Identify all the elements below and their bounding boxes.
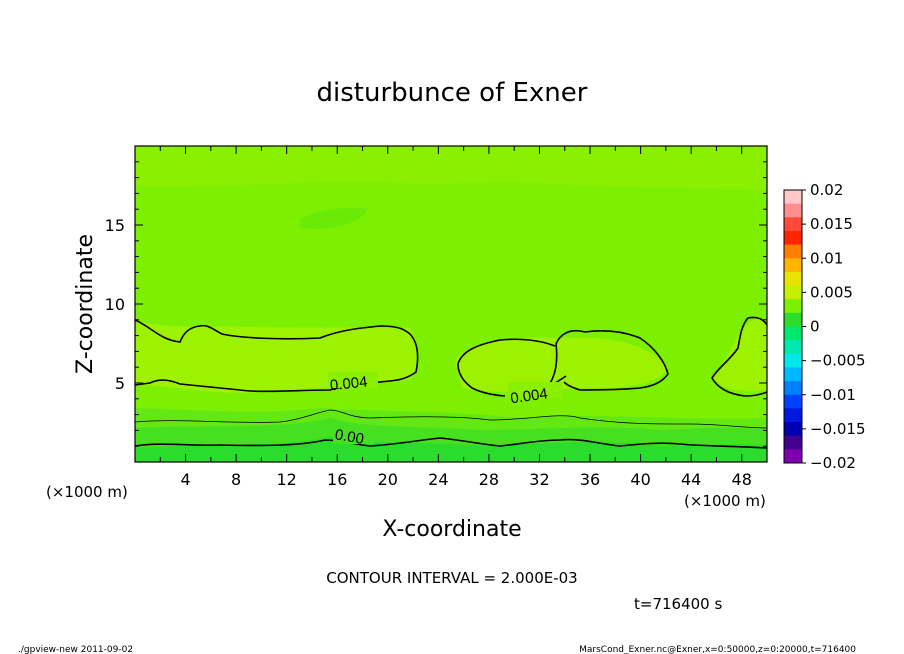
- x-tick-label: 20: [378, 470, 398, 489]
- x-unit-left: (×1000 m): [46, 483, 128, 501]
- contour-line-0004-a: [135, 319, 419, 393]
- colorbar-label: −0.01: [810, 386, 856, 404]
- plot-area: [135, 146, 767, 462]
- field-bottom-band: [135, 436, 767, 462]
- colorbar-swatch: [784, 422, 802, 437]
- x-tick-label: 40: [630, 470, 650, 489]
- x-tick-label: 32: [529, 470, 549, 489]
- contour-interval: CONTOUR INTERVAL = 2.000E-03: [326, 569, 577, 587]
- contour-line-0004-b: [457, 329, 669, 397]
- x-axis-label: X-coordinate: [382, 517, 521, 542]
- y-tick-label: 5: [115, 374, 125, 393]
- contour-label-2: 0.004: [509, 385, 549, 407]
- x-tick-label: 24: [428, 470, 448, 489]
- x-unit-right: (×1000 m): [684, 492, 766, 510]
- colorbar-swatch: [784, 312, 802, 327]
- colorbar: [783, 189, 806, 464]
- footer-left: ./gpview-new 2011-09-02: [18, 645, 133, 654]
- colorbar-swatch: [784, 258, 802, 273]
- contour-label-1: 0.004: [329, 373, 368, 394]
- field-warm-2: [455, 337, 668, 392]
- colorbar-swatch: [784, 394, 802, 409]
- field-top-band: [135, 146, 767, 190]
- x-tick-label: 16: [327, 470, 347, 489]
- contour-labels: 0.004 0.004 0.00: [328, 372, 562, 448]
- colorbar-labels: 0.02 0.015 0.01 0.005 0 −0.005 −0.01 −0.015 −0.0…: [810, 181, 866, 472]
- colorbar-swatch: [784, 353, 802, 368]
- contour-label-3: 0.00: [334, 426, 366, 448]
- field-warm-3: [712, 318, 767, 392]
- colorbar-label: 0.015: [810, 215, 853, 233]
- colorbar-swatch: [784, 285, 802, 300]
- x-tick-label: 28: [479, 470, 499, 489]
- colorbar-swatch: [784, 340, 802, 355]
- contour-line-000: [135, 437, 767, 449]
- y-axis-label: Z-coordinate: [73, 234, 98, 374]
- colorbar-label: 0.01: [810, 249, 843, 267]
- y-tick-label: 15: [105, 216, 125, 235]
- colorbar-swatch: [784, 217, 802, 232]
- x-tick-label: 48: [732, 470, 752, 489]
- colorbar-label: 0.005: [810, 283, 853, 301]
- x-tick-label: 36: [580, 470, 600, 489]
- x-tick-labels: 4 8 12 16 20 24 28 32 36 40 44 48: [180, 470, 751, 489]
- field-base: [135, 146, 767, 462]
- colorbar-swatch: [784, 271, 802, 287]
- time-stamp: t=716400 s: [634, 595, 722, 613]
- colorbar-label: 0: [810, 318, 820, 336]
- colorbar-swatch: [784, 381, 802, 396]
- x-tick-label: 4: [180, 470, 190, 489]
- colorbar-swatch: [784, 435, 802, 450]
- colorbar-swatch: [784, 367, 802, 382]
- colorbar-swatch: [784, 190, 802, 205]
- field-patch: [300, 207, 368, 230]
- colorbar-swatch: [784, 449, 802, 464]
- y-tick-label: 10: [105, 295, 125, 314]
- colorbar-label: −0.02: [810, 454, 856, 472]
- x-tick-label: 12: [277, 470, 297, 489]
- colorbar-label: −0.005: [810, 352, 866, 370]
- colorbar-swatch: [784, 244, 802, 259]
- contour-line-0002: [135, 409, 767, 429]
- footer-right: MarsCond_Exner.nc@Exner,x=0:50000,z=0:20…: [579, 645, 856, 654]
- colorbar-label: 0.02: [810, 181, 843, 199]
- y-tick-labels: 5 10 15: [105, 216, 125, 393]
- colorbar-label: −0.015: [810, 420, 866, 438]
- chart-title: disturbunce of Exner: [317, 78, 588, 108]
- contour-line-0004-c: [711, 316, 767, 397]
- axis-ticks: [135, 146, 767, 462]
- colorbar-swatch: [784, 326, 802, 341]
- colorbar-swatch: [784, 299, 802, 314]
- colorbar-swatch: [784, 230, 802, 246]
- x-tick-label: 44: [681, 470, 701, 489]
- x-tick-label: 8: [231, 470, 241, 489]
- colorbar-swatch: [784, 408, 802, 423]
- colorbar-swatch: [784, 203, 802, 218]
